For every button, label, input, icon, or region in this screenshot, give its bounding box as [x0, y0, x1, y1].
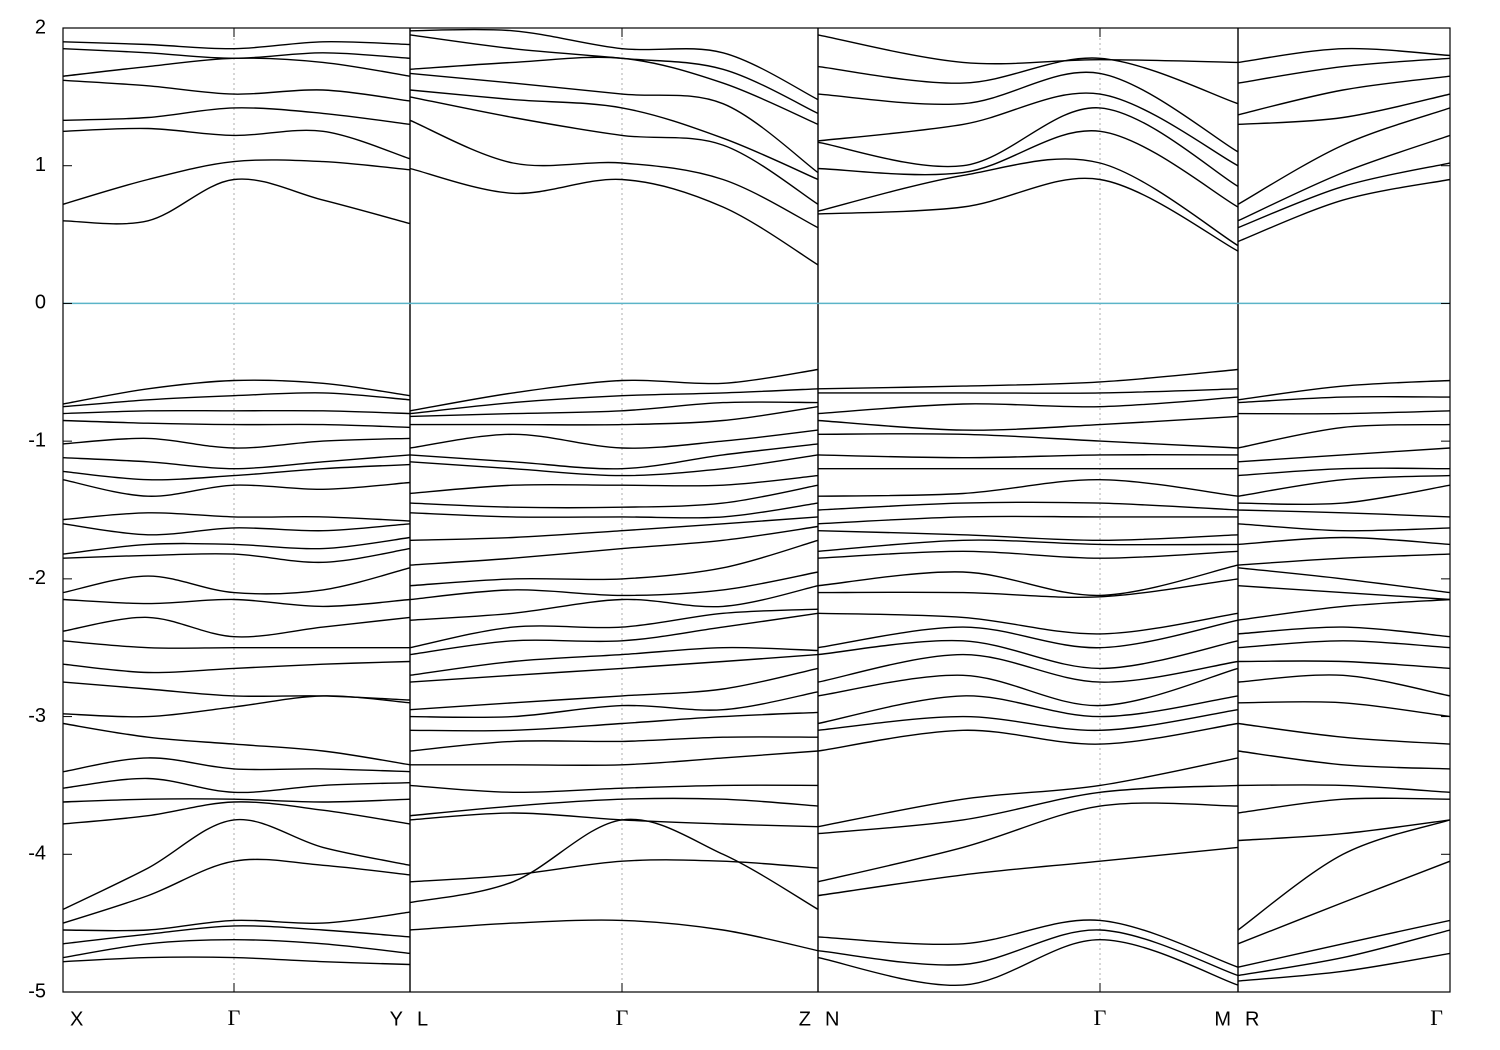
band-line [63, 167, 1450, 266]
x-tick-label: L [417, 1008, 428, 1030]
band-line [63, 484, 1450, 522]
band-line [63, 56, 1450, 153]
band-line [63, 388, 1450, 415]
band-line [63, 119, 1450, 247]
axes: 2 1 0 -1 -2 -3 -4 -5 X Γ Y L Γ Z N Γ M R Γ [28, 16, 1451, 1030]
x-tick-label: Γ [228, 1005, 241, 1030]
band-line [63, 396, 1450, 418]
plot-frame [62, 27, 1451, 993]
x-tick-label: Z [799, 1008, 811, 1030]
x-tick-label: M [1214, 1008, 1231, 1030]
band-line [63, 525, 1450, 566]
y-tick-label: -4 [28, 843, 46, 865]
band-line [63, 608, 1450, 649]
band-line [63, 564, 1450, 608]
band-line [63, 691, 1450, 773]
x-tick-label: Γ [1430, 1005, 1443, 1030]
band-line [63, 454, 1450, 497]
x-tick-label: Γ [616, 1005, 629, 1030]
y-tick-label: 2 [35, 16, 46, 38]
band-line [63, 502, 1450, 536]
x-tick-label: N [825, 1008, 839, 1030]
y-tick-label: -1 [28, 429, 46, 451]
band-line [63, 750, 1450, 828]
band-line [63, 639, 1450, 701]
band-line [63, 919, 1450, 987]
bands [63, 28, 1450, 987]
band-line [63, 653, 1450, 718]
band-line [63, 72, 1450, 174]
y-tick-label: 1 [35, 154, 46, 176]
band-line [63, 578, 1450, 638]
x-tick-label: X [70, 1008, 83, 1030]
band-line [63, 784, 1450, 911]
band-line [63, 818, 1450, 977]
band-line [63, 516, 1450, 555]
band-line [63, 89, 1450, 205]
band-line [63, 474, 1450, 506]
band-line [63, 612, 1450, 674]
band-line [63, 406, 1450, 449]
x-tick-label: Γ [1094, 1005, 1107, 1030]
band-line [63, 667, 1450, 766]
x-tick-label: Y [390, 1008, 403, 1030]
y-tick-label: -3 [28, 705, 46, 727]
band-line [63, 368, 1450, 412]
y-tick-label: 0 [35, 292, 46, 314]
band-line [63, 709, 1450, 794]
band-line [63, 443, 1450, 477]
band-line [63, 797, 1450, 931]
band-line [63, 96, 1450, 222]
band-line [63, 539, 1450, 595]
band-line [63, 812, 1450, 945]
band-line [63, 722, 1450, 803]
x-tick-label: R [1245, 1008, 1259, 1030]
band-line [63, 859, 1450, 968]
y-tick-label: -2 [28, 567, 46, 589]
band-line [63, 429, 1450, 463]
y-tick-label: -5 [28, 980, 46, 1002]
band-line [63, 34, 1450, 115]
band-line [63, 28, 1450, 101]
